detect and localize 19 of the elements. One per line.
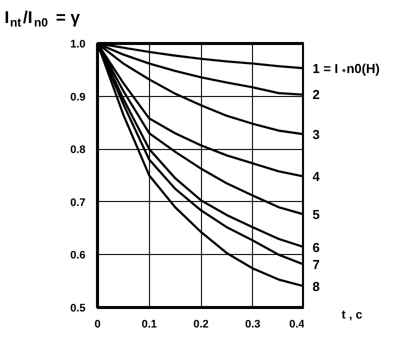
series-label: 4 [312, 169, 320, 184]
x-tick-label: 0.2 [193, 318, 209, 330]
series-label: 1 = I*n0(H) [312, 60, 380, 78]
x-tick-label: 0.1 [142, 318, 157, 330]
series-label: 5 [312, 207, 320, 222]
series-label: 7 [312, 257, 320, 272]
x-tick-label: 0.3 [245, 318, 260, 330]
series-label: 3 [312, 126, 320, 142]
x-axis-title: t , c [342, 308, 363, 322]
series-label: 2 [312, 87, 320, 102]
y-tick-label: 0.6 [70, 250, 86, 262]
y-tick-label: 0.7 [70, 196, 86, 209]
y-tick-label: 0.5 [70, 302, 86, 314]
y-tick-label: 0.9 [70, 91, 86, 104]
series-label: 6 [312, 240, 320, 255]
y-tick-label: 1.0 [70, 38, 86, 50]
x-tick-label: 0 [94, 318, 101, 330]
series-label: 8 [312, 278, 320, 294]
y-tick-label: 0.8 [70, 144, 86, 156]
